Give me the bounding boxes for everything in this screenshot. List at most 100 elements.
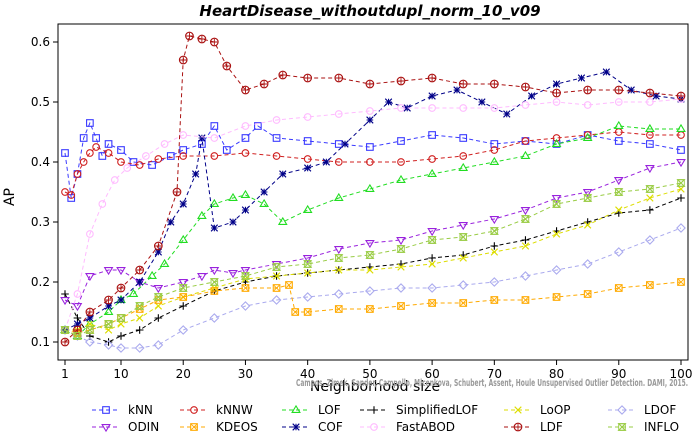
- data-point: [104, 295, 113, 305]
- data-point: [520, 206, 531, 216]
- data-point: [458, 280, 469, 290]
- data-point: [277, 216, 288, 226]
- data-point: [396, 236, 406, 246]
- data-point: [117, 332, 125, 340]
- data-point: [458, 221, 469, 231]
- data-point: [366, 305, 374, 313]
- data-point: [427, 73, 437, 83]
- data-point: [646, 281, 654, 289]
- data-point: [677, 278, 685, 286]
- data-point: [209, 37, 219, 47]
- data-point: [613, 176, 624, 186]
- data-point: [178, 278, 189, 288]
- data-point: [458, 79, 468, 89]
- data-point: [303, 308, 312, 316]
- y-tick-label: 0.6: [31, 35, 50, 49]
- data-point: [260, 188, 268, 196]
- data-point: [459, 104, 468, 112]
- series-line: [64, 227, 682, 349]
- data-point: [116, 314, 126, 322]
- legend-label: LoOP: [540, 403, 571, 417]
- data-point: [521, 82, 530, 92]
- data-point: [403, 104, 411, 112]
- data-point: [86, 119, 94, 127]
- data-point: [272, 116, 281, 124]
- data-point: [614, 85, 624, 95]
- data-point: [240, 189, 251, 199]
- data-point: [240, 301, 251, 311]
- data-point: [645, 123, 655, 133]
- x-tick-label: 40: [300, 367, 315, 381]
- data-point: [490, 248, 499, 256]
- data-point: [302, 292, 313, 302]
- data-point: [241, 122, 250, 130]
- x-axis: 1 10 20 30 40 50 60 70 80 90 100: [61, 360, 692, 381]
- series-line: [64, 161, 682, 307]
- y-tick-label: 0.5: [31, 95, 50, 109]
- data-point: [396, 174, 406, 184]
- data-point: [427, 168, 437, 178]
- data-point: [73, 170, 82, 178]
- plot-frame: [57, 23, 689, 361]
- data-point: [613, 247, 624, 257]
- legend-marker: [514, 406, 522, 414]
- data-point: [303, 269, 312, 277]
- data-point: [241, 206, 250, 214]
- data-point: [179, 293, 188, 301]
- x-tick-label: 70: [487, 367, 502, 381]
- data-point: [166, 152, 175, 160]
- data-point: [210, 122, 219, 130]
- data-point: [366, 143, 374, 151]
- data-point: [490, 140, 499, 148]
- data-point: [79, 134, 88, 142]
- data-point: [582, 132, 593, 142]
- data-point: [110, 176, 119, 184]
- data-point: [397, 158, 405, 166]
- x-tick-label: 90: [611, 367, 626, 381]
- data-point: [92, 134, 100, 142]
- data-point: [676, 223, 686, 233]
- data-point: [86, 149, 94, 157]
- series-ldf: [60, 31, 686, 347]
- legend-label: kNNW: [216, 403, 253, 417]
- data-point: [259, 79, 269, 89]
- data-point: [428, 155, 436, 163]
- legend-marker: [190, 423, 198, 431]
- data-point: [210, 152, 219, 160]
- legend-item-ldf: LDF: [504, 420, 563, 434]
- data-point: [104, 338, 113, 346]
- data-point: [60, 296, 70, 306]
- data-point: [397, 263, 405, 271]
- data-point: [583, 221, 592, 229]
- data-point: [397, 104, 405, 112]
- legend-item-knnw: kNNW: [180, 403, 253, 417]
- data-point: [134, 343, 145, 353]
- data-point: [104, 302, 113, 310]
- legend-marker: [370, 406, 378, 414]
- legend-item-knn: kNN: [92, 403, 153, 417]
- data-point: [197, 34, 207, 44]
- data-point: [172, 187, 182, 197]
- data-point: [228, 192, 238, 202]
- data-point: [520, 215, 531, 223]
- data-point: [551, 138, 562, 148]
- data-point: [154, 155, 163, 163]
- data-point: [520, 271, 531, 281]
- data-point: [453, 86, 461, 94]
- data-point: [428, 260, 436, 268]
- data-point: [86, 230, 94, 238]
- series-line: [64, 98, 682, 331]
- data-point: [271, 295, 282, 305]
- data-point: [209, 266, 220, 276]
- legend-label: INFLO: [644, 420, 679, 434]
- series-line: [64, 182, 682, 337]
- legend-marker: [190, 406, 198, 414]
- data-point: [209, 198, 220, 208]
- data-point: [428, 92, 436, 100]
- data-point: [334, 110, 343, 118]
- data-point: [129, 158, 138, 166]
- data-point: [179, 152, 188, 160]
- x-tick-label: 1: [61, 367, 69, 381]
- data-point: [459, 254, 467, 262]
- data-point: [271, 263, 282, 271]
